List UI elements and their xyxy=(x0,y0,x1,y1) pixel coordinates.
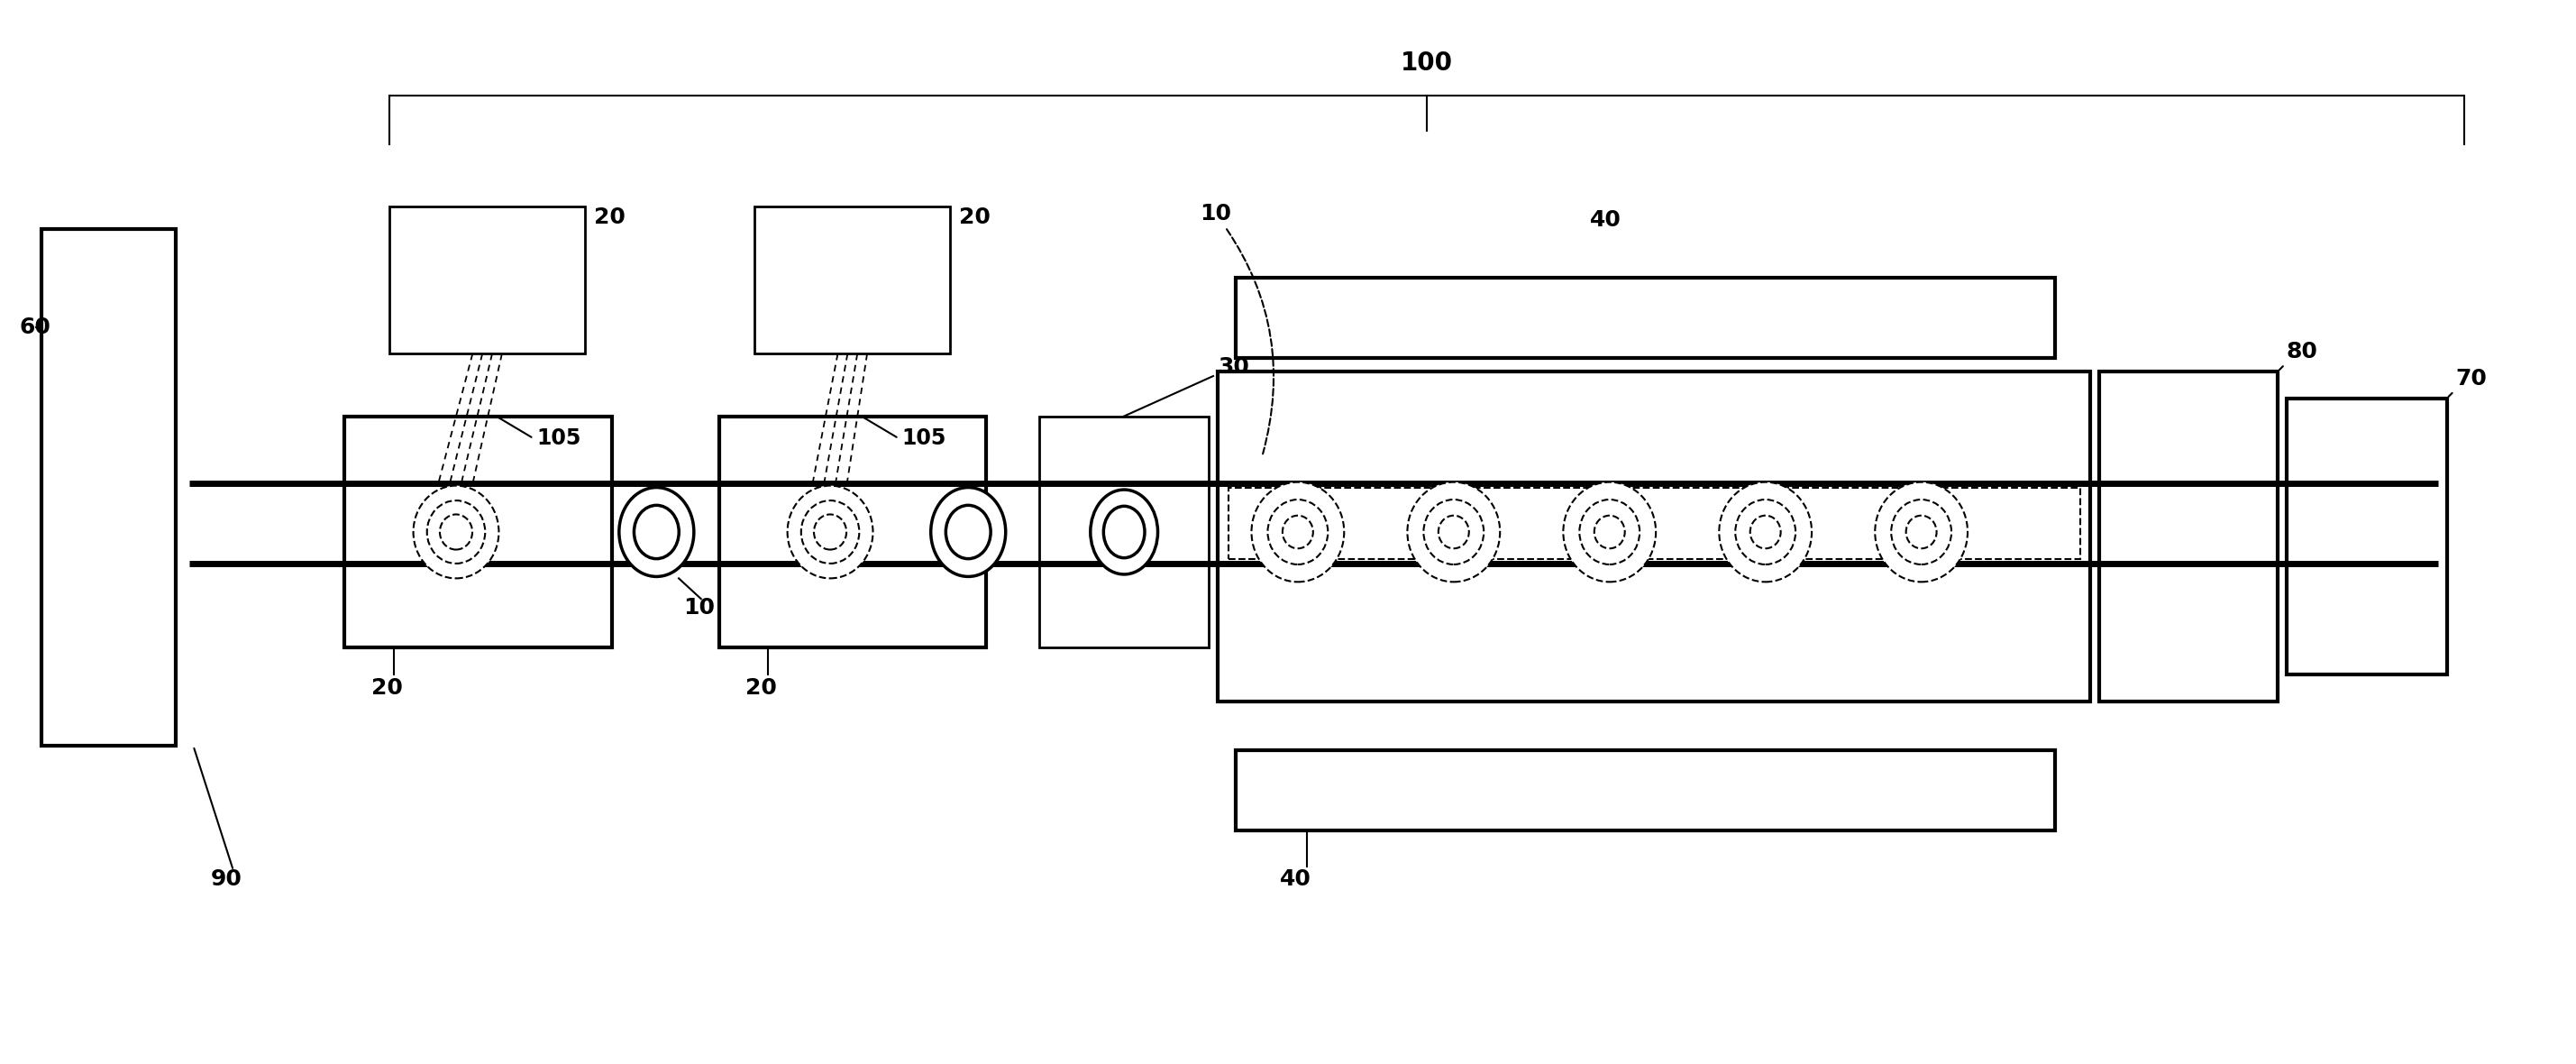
Bar xyxy=(345,416,613,648)
Bar xyxy=(389,206,585,354)
Ellipse shape xyxy=(1736,500,1795,564)
Ellipse shape xyxy=(1906,516,1937,548)
Bar xyxy=(755,206,951,354)
Ellipse shape xyxy=(788,485,873,579)
Ellipse shape xyxy=(412,485,500,579)
Text: 10: 10 xyxy=(1200,203,1273,454)
Bar xyxy=(41,229,175,746)
Text: 60: 60 xyxy=(21,316,52,338)
Text: 40: 40 xyxy=(1589,210,1620,231)
Text: 10: 10 xyxy=(683,597,714,618)
Ellipse shape xyxy=(1595,516,1625,548)
Bar xyxy=(1218,371,2092,701)
Bar xyxy=(1041,416,1208,648)
Ellipse shape xyxy=(634,505,680,559)
Text: 40: 40 xyxy=(1280,868,1311,891)
Text: 20: 20 xyxy=(744,677,778,699)
Ellipse shape xyxy=(1749,516,1780,548)
Text: 105: 105 xyxy=(536,428,580,449)
Ellipse shape xyxy=(1090,489,1157,575)
Ellipse shape xyxy=(814,514,848,550)
Bar xyxy=(1229,487,2079,559)
Ellipse shape xyxy=(618,487,693,577)
Bar xyxy=(2287,398,2447,675)
Ellipse shape xyxy=(1425,500,1484,564)
Ellipse shape xyxy=(945,505,992,559)
Bar xyxy=(1236,278,2056,359)
Ellipse shape xyxy=(1103,506,1144,558)
Bar xyxy=(719,416,987,648)
Ellipse shape xyxy=(428,500,484,564)
Ellipse shape xyxy=(930,487,1005,577)
Ellipse shape xyxy=(1579,500,1641,564)
Text: 90: 90 xyxy=(211,868,242,891)
Ellipse shape xyxy=(440,514,471,550)
Ellipse shape xyxy=(1437,516,1468,548)
Text: 30: 30 xyxy=(1218,356,1249,378)
Ellipse shape xyxy=(1283,516,1314,548)
Bar xyxy=(1236,750,2056,831)
Ellipse shape xyxy=(1564,482,1656,582)
Ellipse shape xyxy=(1252,482,1345,582)
Text: 100: 100 xyxy=(1401,50,1453,76)
Text: 20: 20 xyxy=(958,206,992,229)
Ellipse shape xyxy=(801,500,860,564)
Bar xyxy=(2099,371,2277,701)
Text: 105: 105 xyxy=(902,428,945,449)
Ellipse shape xyxy=(1718,482,1811,582)
Text: 20: 20 xyxy=(371,677,402,699)
Ellipse shape xyxy=(1267,500,1327,564)
Ellipse shape xyxy=(1891,500,1953,564)
Ellipse shape xyxy=(1406,482,1499,582)
Text: 70: 70 xyxy=(2455,368,2488,389)
Text: 50: 50 xyxy=(2105,646,2136,667)
Text: 20: 20 xyxy=(595,206,626,229)
Text: 80: 80 xyxy=(2287,342,2318,363)
Ellipse shape xyxy=(1875,482,1968,582)
